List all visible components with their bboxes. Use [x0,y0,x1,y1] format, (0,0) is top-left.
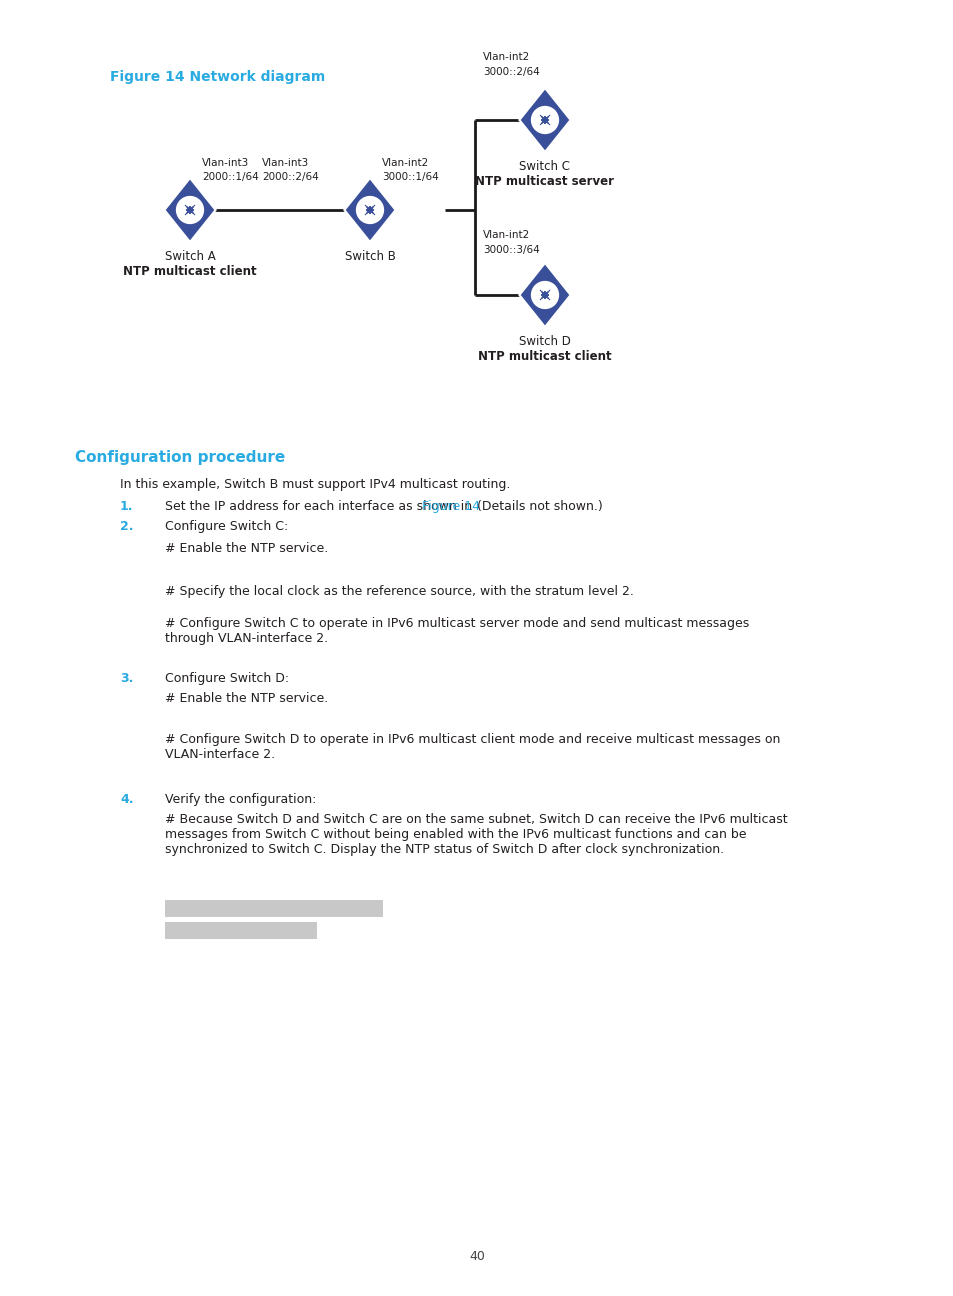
Text: Set the IP address for each interface as shown in: Set the IP address for each interface as… [165,500,476,513]
Text: NTP multicast server: NTP multicast server [475,175,614,188]
Text: Configure Switch D:: Configure Switch D: [165,673,289,686]
Text: Figure 14: Figure 14 [422,500,480,513]
Text: # Configure Switch D to operate in IPv6 multicast client mode and receive multic: # Configure Switch D to operate in IPv6 … [165,734,780,761]
Text: 3000::2/64: 3000::2/64 [482,67,539,76]
Circle shape [531,106,558,133]
Polygon shape [518,263,570,327]
Text: 2000::2/64: 2000::2/64 [262,172,318,181]
Text: NTP multicast client: NTP multicast client [477,350,611,363]
Text: Switch D: Switch D [518,334,570,349]
Text: 3000::3/64: 3000::3/64 [482,245,539,255]
Circle shape [176,197,203,223]
Text: . (Details not shown.): . (Details not shown.) [468,500,602,513]
Text: # Because Switch D and Switch C are on the same subnet, Switch D can receive the: # Because Switch D and Switch C are on t… [165,813,787,855]
Text: Figure 14 Network diagram: Figure 14 Network diagram [110,70,325,84]
Text: 1.: 1. [120,500,133,513]
Text: In this example, Switch B must support IPv4 multicast routing.: In this example, Switch B must support I… [120,478,510,491]
Text: 3000::1/64: 3000::1/64 [381,172,438,181]
Polygon shape [344,178,395,242]
Text: Vlan-int3: Vlan-int3 [202,158,249,168]
Polygon shape [518,88,570,152]
Text: 2000::1/64: 2000::1/64 [202,172,258,181]
Text: # Specify the local clock as the reference source, with the stratum level 2.: # Specify the local clock as the referen… [165,584,633,597]
Text: # Enable the NTP service.: # Enable the NTP service. [165,542,328,555]
Text: # Configure Switch C to operate in IPv6 multicast server mode and send multicast: # Configure Switch C to operate in IPv6 … [165,617,748,645]
Text: Configuration procedure: Configuration procedure [75,450,285,465]
Text: # Enable the NTP service.: # Enable the NTP service. [165,692,328,705]
Text: 40: 40 [469,1249,484,1262]
Text: 3.: 3. [120,673,133,686]
FancyBboxPatch shape [165,899,382,918]
Text: Switch C: Switch C [519,159,570,172]
Text: Verify the configuration:: Verify the configuration: [165,793,316,806]
Circle shape [356,197,383,223]
Text: Vlan-int2: Vlan-int2 [482,52,530,62]
Text: NTP multicast client: NTP multicast client [123,264,256,279]
Text: Switch A: Switch A [165,250,215,263]
FancyBboxPatch shape [165,921,316,940]
Polygon shape [164,178,215,242]
Text: 2.: 2. [120,520,133,533]
Text: 4.: 4. [120,793,133,806]
Text: Configure Switch C:: Configure Switch C: [165,520,288,533]
Text: Vlan-int3: Vlan-int3 [262,158,309,168]
Text: Vlan-int2: Vlan-int2 [381,158,429,168]
Circle shape [531,281,558,308]
Text: Vlan-int2: Vlan-int2 [482,229,530,240]
Text: Switch B: Switch B [344,250,395,263]
